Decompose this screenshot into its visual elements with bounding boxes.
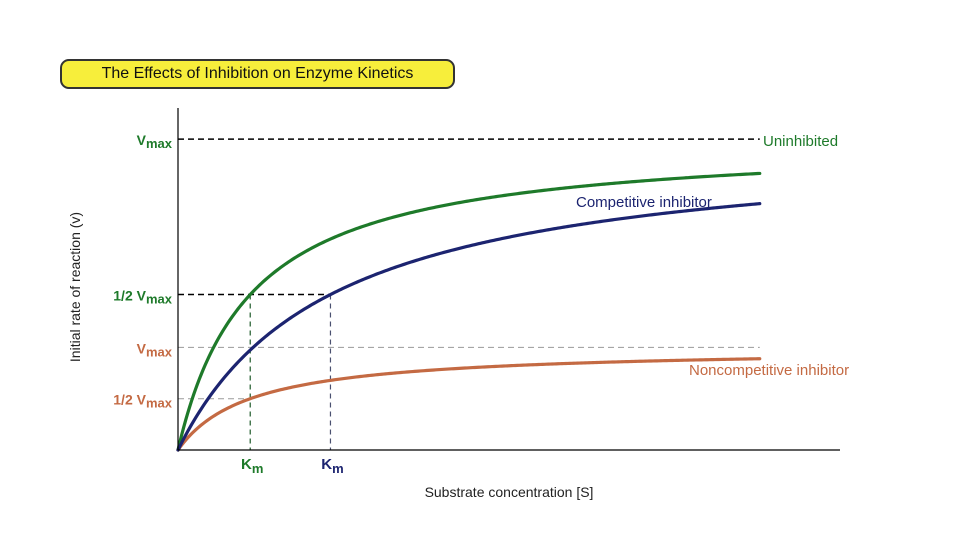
x-tick-label: Km [241, 456, 263, 476]
series-label-noncompetitive: Noncompetitive inhibitor [689, 362, 849, 379]
y-tick-label: 1/2 Vmax [113, 392, 172, 411]
y-tick-label: 1/2 Vmax [113, 288, 172, 307]
series-line-uninhibited [176, 171, 762, 452]
series-line-competitive [176, 202, 762, 452]
series-label-uninhibited: Uninhibited [763, 133, 838, 150]
y-tick-label: Vmax [137, 340, 173, 359]
axes [177, 108, 840, 451]
y-axis-label: Initial rate of reaction (v) [67, 212, 83, 362]
series-line-noncompetitive [176, 357, 762, 452]
chart-title: The Effects of Inhibition on Enzyme Kine… [60, 59, 455, 89]
x-axis-label: Substrate concentration [S] [425, 484, 594, 500]
tick-labels: Vmax 1/2 Vmax Vmax 1/2 Vmax Km Km [113, 132, 343, 476]
x-tick-label: Km [321, 456, 343, 476]
series-label-competitive: Competitive inhibitor [576, 194, 712, 211]
y-tick-label: Vmax [137, 132, 173, 151]
guide-lines [178, 138, 760, 450]
curves [176, 171, 762, 452]
series-labels: Uninhibited Competitive inhibitor Noncompe… [576, 133, 849, 379]
